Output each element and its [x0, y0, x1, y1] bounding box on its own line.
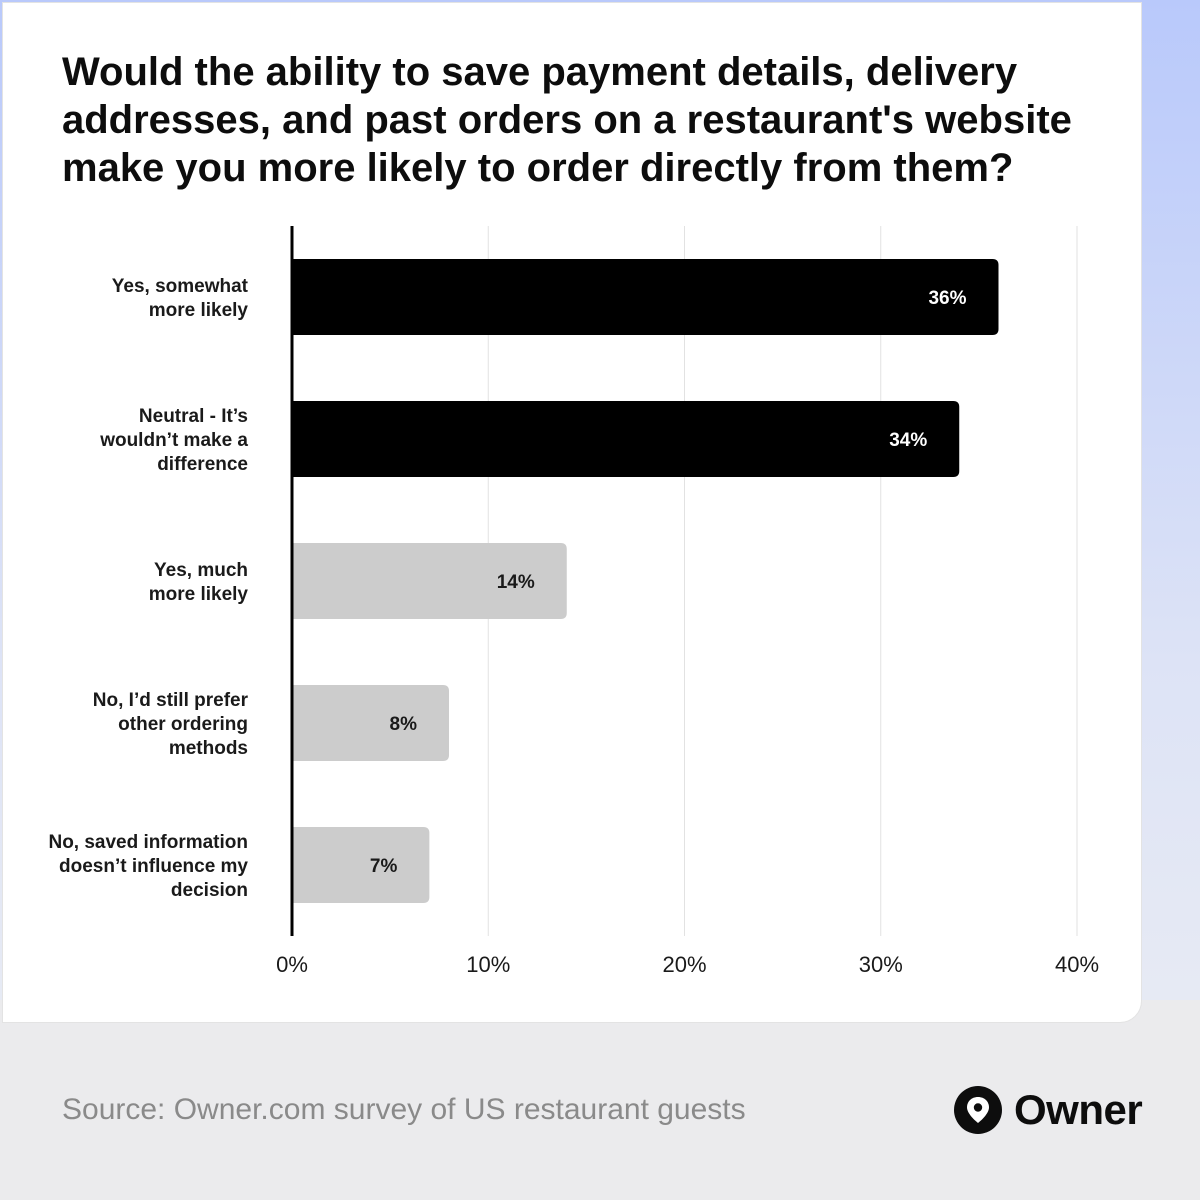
- category-label-line: decision: [171, 880, 248, 901]
- category-label-line: Neutral - It’s: [139, 406, 248, 427]
- bar: [292, 827, 430, 903]
- category-label: No, I’d still prefer other ordering method…: [93, 690, 249, 759]
- x-tick-label: 10%: [466, 952, 510, 977]
- category-label-line: other ordering: [118, 714, 248, 735]
- category-label-line: No, I’d still prefer: [93, 690, 249, 711]
- bar: [292, 401, 960, 477]
- x-tick-label: 20%: [662, 952, 706, 977]
- brand-logo: Owner: [954, 1086, 1143, 1134]
- category-label-line: Yes, somewhat: [112, 276, 249, 297]
- x-tick-label: 30%: [859, 952, 903, 977]
- x-tick-label: 40%: [1055, 952, 1099, 977]
- bar-value-label: 7%: [370, 856, 398, 877]
- category-label: Yes, much more likely: [149, 560, 249, 605]
- bar-value-label: 36%: [928, 288, 966, 309]
- bar-value-label: 8%: [390, 714, 418, 735]
- category-label-line: more likely: [149, 300, 249, 321]
- category-label-line: methods: [169, 738, 248, 759]
- category-label: No, saved information doesn’t influence m…: [48, 832, 248, 901]
- brand-name: Owner: [1014, 1086, 1143, 1133]
- category-label-line: more likely: [149, 584, 249, 605]
- category-label-line: difference: [157, 454, 248, 475]
- bar-value-label: 14%: [497, 572, 535, 593]
- category-label: Yes, somewhat more likely: [112, 276, 249, 321]
- category-label-line: wouldn’t make a: [99, 430, 248, 451]
- source-note: Source: Owner.com survey of US restauran…: [62, 1093, 746, 1126]
- chart-title: Would the ability to save payment detail…: [62, 50, 1072, 190]
- bar-value-label: 34%: [889, 430, 927, 451]
- bar: [292, 543, 567, 619]
- category-label-line: Yes, much: [154, 560, 248, 581]
- chart-card: [2, 2, 1142, 1023]
- x-tick-label: 0%: [276, 952, 308, 977]
- footer-band: [0, 1000, 1200, 1200]
- bar-chart: 0% 10% 20% 30% 40% 36% Yes, somewhat more likel…: [48, 226, 1099, 977]
- bar: [292, 685, 449, 761]
- category-label-line: doesn’t influence my: [59, 856, 248, 877]
- bar: [292, 259, 999, 335]
- location-pin-icon: [954, 1086, 1002, 1134]
- category-label-line: No, saved information: [48, 832, 248, 853]
- category-label: Neutral - It’s wouldn’t make a difference: [99, 406, 248, 475]
